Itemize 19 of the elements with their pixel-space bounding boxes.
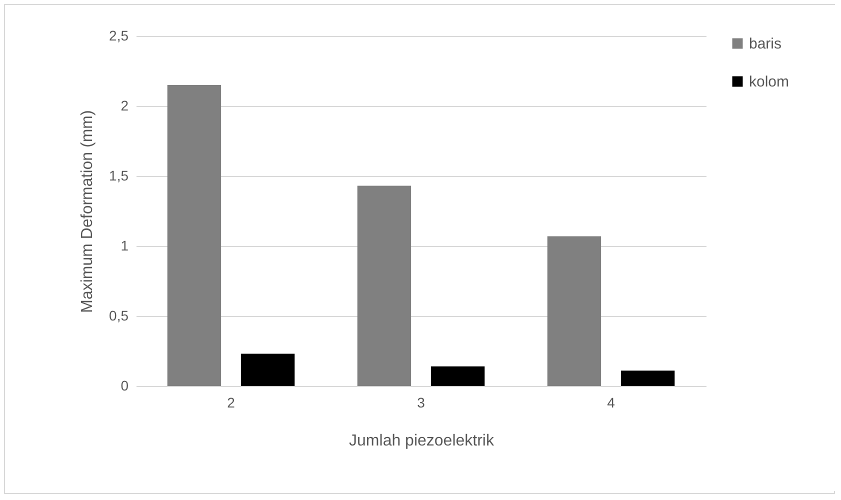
bar bbox=[167, 85, 222, 386]
y-tick-label: 0 bbox=[120, 378, 129, 394]
legend-label: baris bbox=[749, 36, 782, 52]
y-tick-label: 0,5 bbox=[109, 308, 129, 324]
x-tick-label: 3 bbox=[417, 394, 426, 410]
bar bbox=[547, 236, 602, 386]
x-tick-label: 4 bbox=[607, 394, 616, 410]
bar bbox=[430, 366, 485, 386]
y-axis-title: Maximum Deformation (mm) bbox=[79, 110, 96, 313]
y-tick-label: 2 bbox=[120, 98, 129, 114]
bar bbox=[357, 186, 412, 386]
y-tick-label: 2,5 bbox=[109, 28, 129, 44]
legend-label: kolom bbox=[749, 74, 790, 90]
x-axis-title: Jumlah piezoelektrik bbox=[349, 432, 495, 450]
y-tick-label: 1,5 bbox=[109, 168, 129, 184]
y-tick-label: 1 bbox=[120, 238, 129, 254]
bar bbox=[620, 370, 675, 386]
bar bbox=[240, 354, 295, 386]
x-tick-label: 2 bbox=[227, 394, 236, 410]
